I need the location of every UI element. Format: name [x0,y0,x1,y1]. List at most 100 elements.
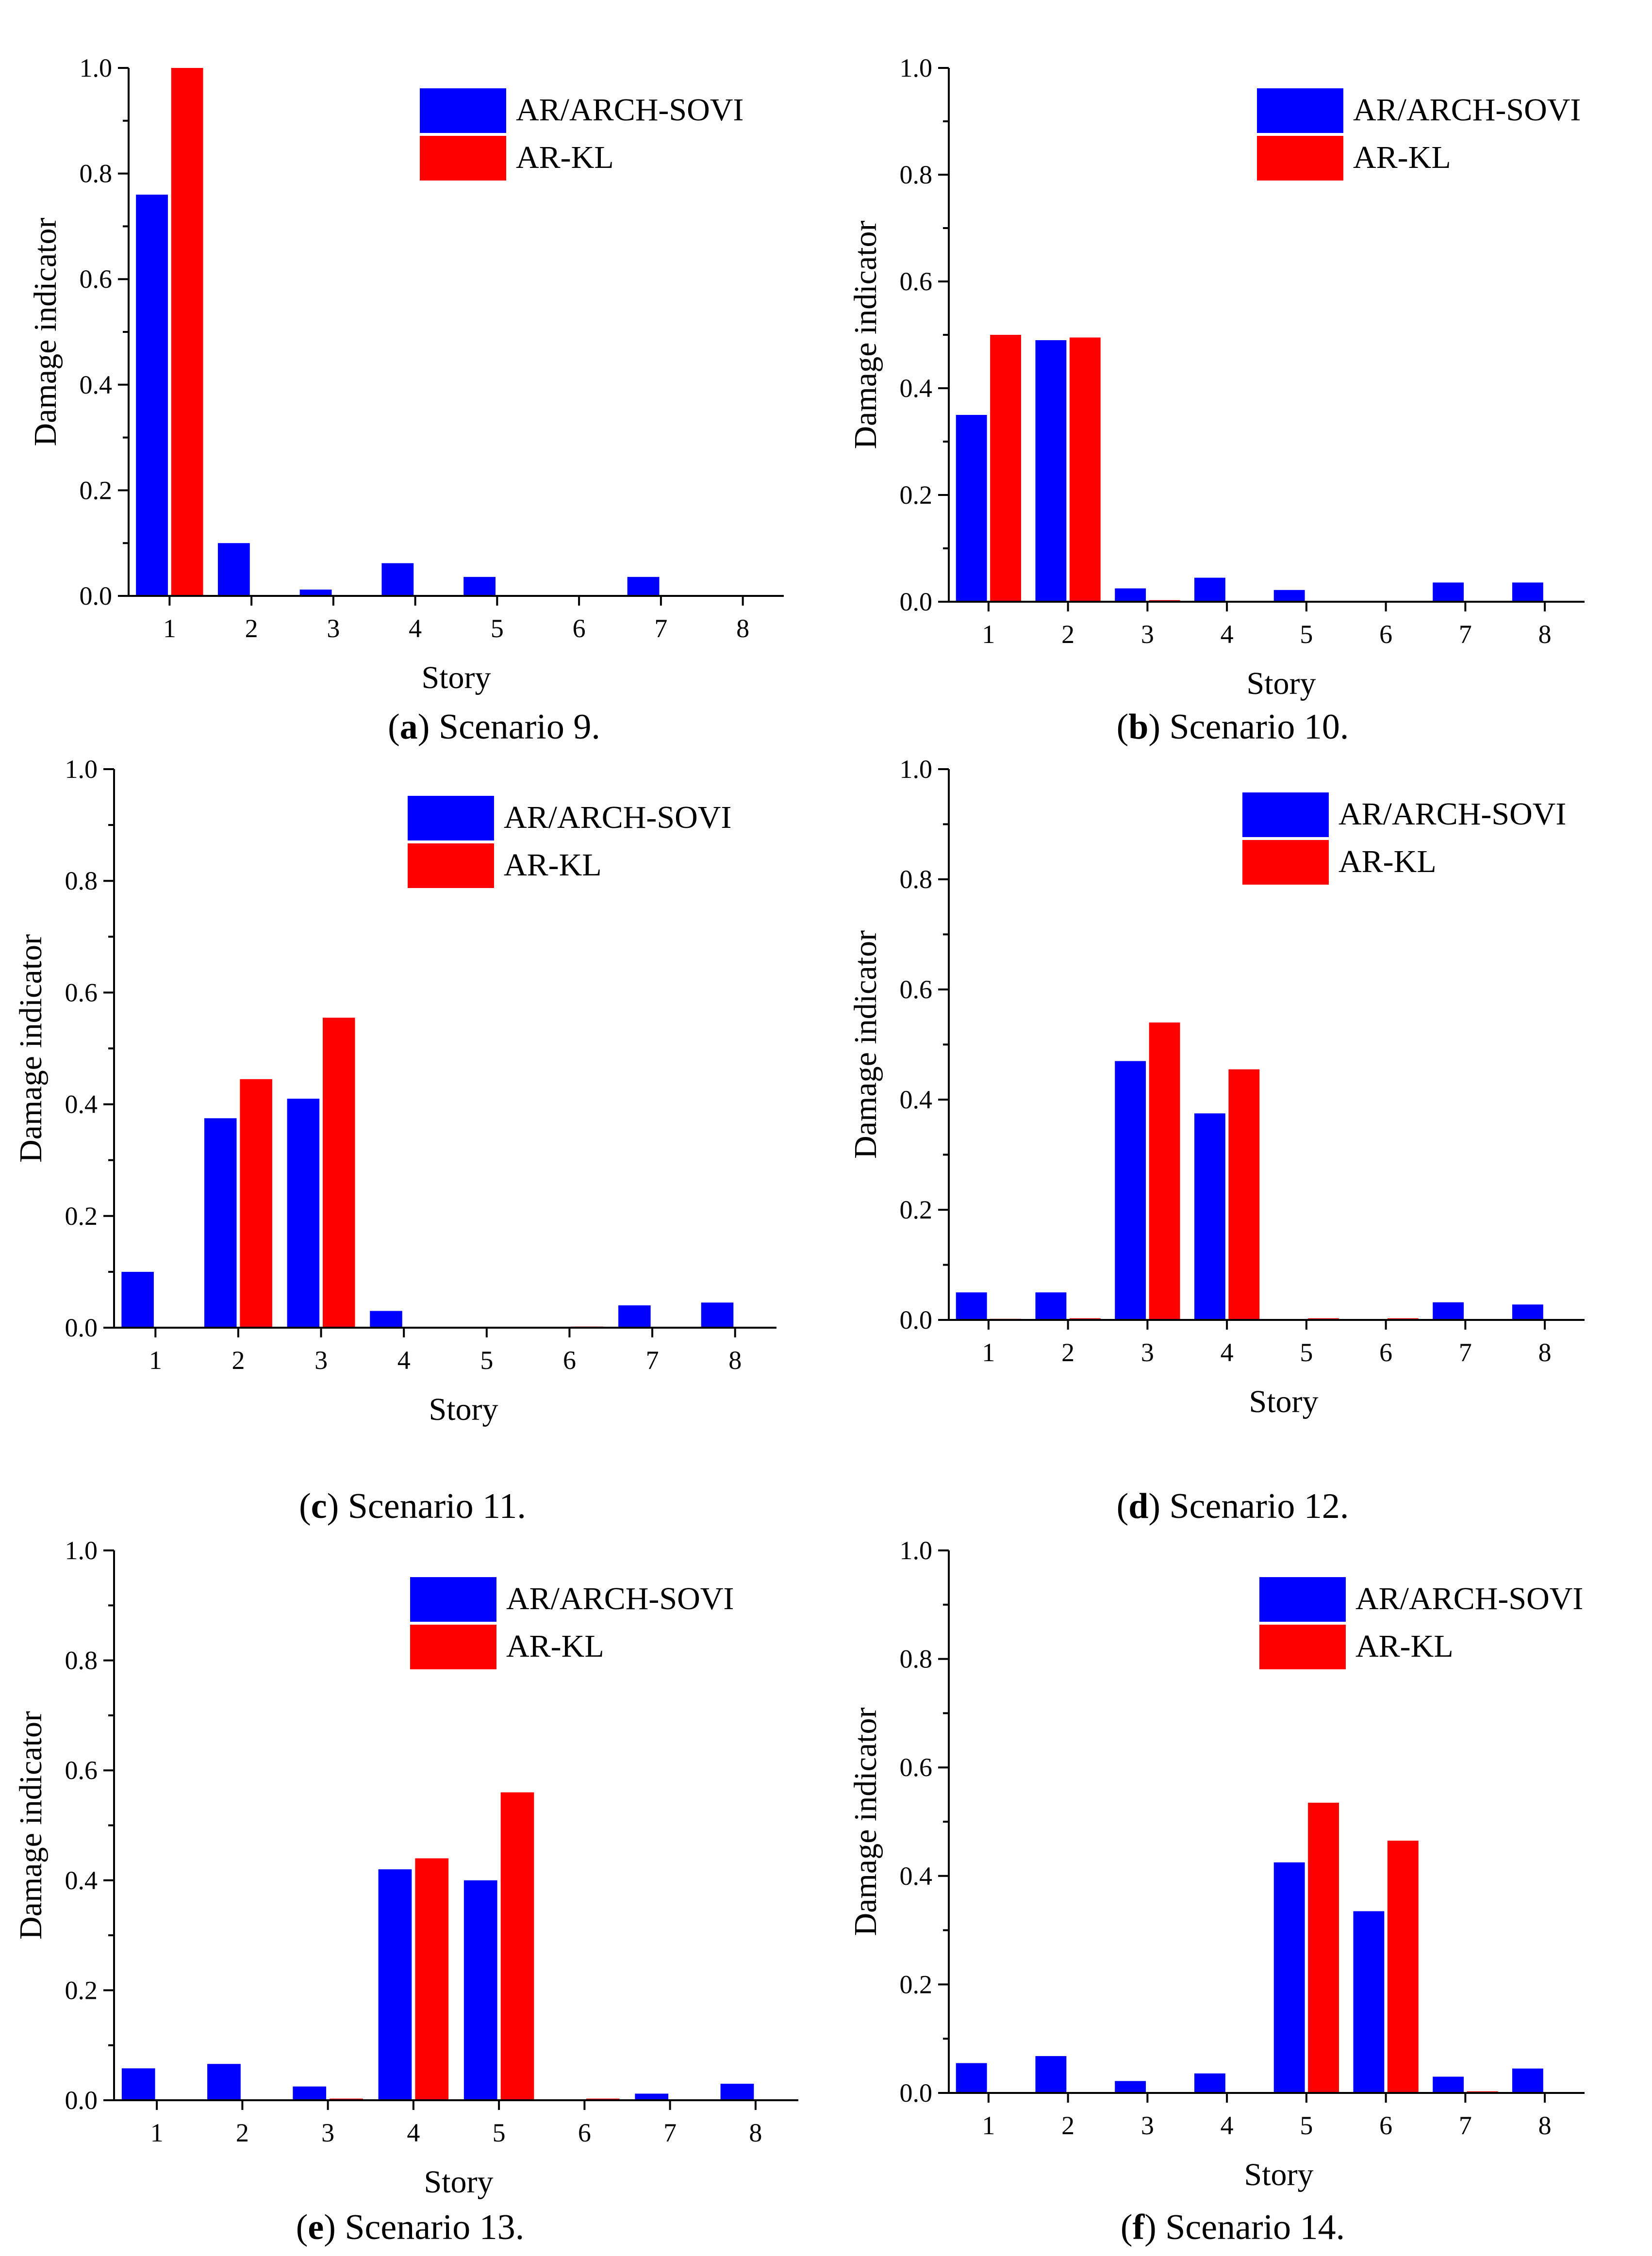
x-tick-label: 5 [480,1346,493,1375]
bar-d-ar-kl-story-4 [1228,1069,1260,1320]
bar-e-ar-arch-sovi-story-5 [463,1880,497,2100]
y-tick-label: 1.0 [900,755,933,784]
x-tick-label: 8 [736,614,749,643]
caption-open-paren: ( [1117,707,1129,747]
legend: AR/ARCH-SOVI AR-KL [420,88,743,181]
caption-open-paren: ( [1117,1486,1129,1526]
legend-label-ar-arch-sovi: AR/ARCH-SOVI [1353,92,1581,128]
caption-open-paren: ( [299,1486,311,1526]
legend-label-ar-arch-sovi: AR/ARCH-SOVI [516,92,743,128]
x-tick-label: 4 [407,2118,420,2147]
y-axis-title: Damage indicator [28,218,63,446]
y-tick-label: 0.0 [900,2078,933,2108]
y-tick-label: 0.2 [80,476,113,505]
x-tick-label: 2 [1061,2111,1074,2140]
x-tick-label: 3 [1141,1338,1154,1367]
bar-a-ar-arch-sovi-story-4 [381,563,414,596]
chart-panel-a: 0.0 0.2 0.4 0.6 0.8 1.0 1 2 3 4 5 6 7 8 Story Damage in… [28,53,784,747]
bar-f-ar-arch-sovi-story-6 [1353,1911,1385,2093]
y-tick-label: 0.4 [900,1085,933,1114]
bar-e-ar-kl-story-5 [500,1792,534,2100]
y-tick-label: 0.2 [900,1970,933,1999]
y-tick-label: 0.0 [65,2086,98,2115]
chart-panel-f: 0.0 0.2 0.4 0.6 0.8 1.0 1 2 3 4 5 6 7 8 Story Damage in… [848,1536,1585,2247]
caption-text: ) Scenario 12. [1148,1486,1349,1526]
caption-text: ) Scenario 14. [1144,2207,1345,2247]
x-tick-label: 3 [321,2118,334,2147]
bar-b-ar-arch-sovi-story-1 [956,415,987,602]
legend-label-ar-kl: AR-KL [1353,140,1451,175]
x-tick-label: 6 [563,1346,576,1375]
x-tick-label: 7 [1459,2111,1472,2140]
caption-open-paren: ( [388,707,400,747]
bar-e-ar-arch-sovi-story-8 [720,2084,754,2100]
legend-swatch-ar-kl [410,1625,496,1669]
bar-c-ar-kl-story-3 [322,1018,355,1328]
caption-text: ) Scenario 13. [324,2207,524,2247]
y-axis-title: Damage indicator [848,930,883,1159]
bar-b-ar-arch-sovi-story-7 [1433,582,1464,602]
x-axis-title: Story [1249,1384,1318,1419]
legend-swatch-ar-arch-sovi [1259,1577,1346,1622]
panel-caption: (c) Scenario 11. [299,1486,526,1526]
bar-f-ar-arch-sovi-story-2 [1035,2056,1067,2093]
bar-b-ar-arch-sovi-story-8 [1512,582,1543,602]
caption-letter: d [1128,1486,1148,1526]
caption-open-paren: ( [1121,2207,1133,2247]
chart-panel-d: 0.0 0.2 0.4 0.6 0.8 1.0 1 2 3 4 5 6 7 8 Story Damage in… [848,755,1585,1526]
bar-e-ar-arch-sovi-story-7 [635,2093,669,2100]
legend-label-ar-kl: AR-KL [516,140,614,175]
legend-swatch-ar-kl [1257,136,1343,181]
y-tick-label: 0.6 [65,1756,98,1785]
x-tick-label: 5 [1300,620,1313,649]
x-tick-label: 7 [1459,620,1472,649]
y-tick-label: 0.4 [65,1866,98,1895]
legend-swatch-ar-kl [408,843,494,888]
x-axis-title: Story [1246,666,1316,701]
legend-swatch-ar-arch-sovi [410,1577,496,1622]
y-tick-label: 0.2 [65,1976,98,2005]
chart-panel-c: 0.0 0.2 0.4 0.6 0.8 1.0 1 2 3 4 5 6 7 8 Story Damage in… [13,755,776,1526]
x-tick-label: 4 [1221,2111,1234,2140]
bar-c-ar-kl-story-2 [240,1079,272,1328]
x-tick-label: 6 [578,2118,591,2147]
legend-label-ar-kl: AR-KL [1355,1629,1454,1664]
bar-f-ar-arch-sovi-story-3 [1115,2081,1146,2093]
legend-label-ar-kl: AR-KL [506,1629,604,1664]
x-tick-label: 3 [1141,2111,1154,2140]
x-axis-title: Story [1244,2157,1313,2192]
x-tick-label: 2 [245,614,258,643]
legend: AR/ARCH-SOVI AR-KL [410,1577,734,1669]
caption-text: ) Scenario 9. [418,707,600,747]
y-tick-label: 1.0 [900,1536,933,1565]
x-tick-label: 6 [1379,1338,1392,1367]
y-axis-title: Damage indicator [13,1711,49,1940]
chart-panel-e: 0.0 0.2 0.4 0.6 0.8 1.0 1 2 3 4 5 6 7 8 Story Damage in… [13,1536,798,2247]
bar-f-ar-arch-sovi-story-7 [1433,2076,1464,2093]
caption-open-paren: ( [296,2207,308,2247]
bar-f-ar-arch-sovi-story-5 [1273,1862,1305,2093]
panel-caption: (a) Scenario 9. [388,707,600,747]
y-tick-label: 0.4 [900,1861,933,1891]
x-axis-title: Story [429,1392,498,1427]
bar-d-ar-kl-story-3 [1149,1022,1180,1320]
panel-caption: (f) Scenario 14. [1121,2207,1345,2247]
legend-swatch-ar-arch-sovi [408,796,494,840]
x-tick-label: 1 [149,1346,162,1375]
bar-b-ar-arch-sovi-story-5 [1273,590,1305,602]
x-tick-label: 7 [663,2118,677,2147]
y-tick-label: 0.6 [80,264,113,294]
y-tick-label: 1.0 [900,53,933,82]
bar-e-ar-arch-sovi-story-1 [121,2068,155,2100]
y-tick-label: 0.8 [900,865,933,894]
x-tick-label: 3 [1141,620,1154,649]
x-tick-label: 5 [1300,2111,1313,2140]
x-tick-label: 2 [231,1346,245,1375]
y-tick-label: 0.2 [900,480,933,510]
bar-a-ar-arch-sovi-story-3 [299,589,332,596]
legend-label-ar-arch-sovi: AR/ARCH-SOVI [504,800,731,835]
x-tick-label: 8 [1538,2111,1552,2140]
y-tick-label: 0.6 [65,978,98,1007]
bar-b-ar-arch-sovi-story-4 [1194,577,1225,602]
bar-f-ar-arch-sovi-story-1 [956,2063,987,2093]
